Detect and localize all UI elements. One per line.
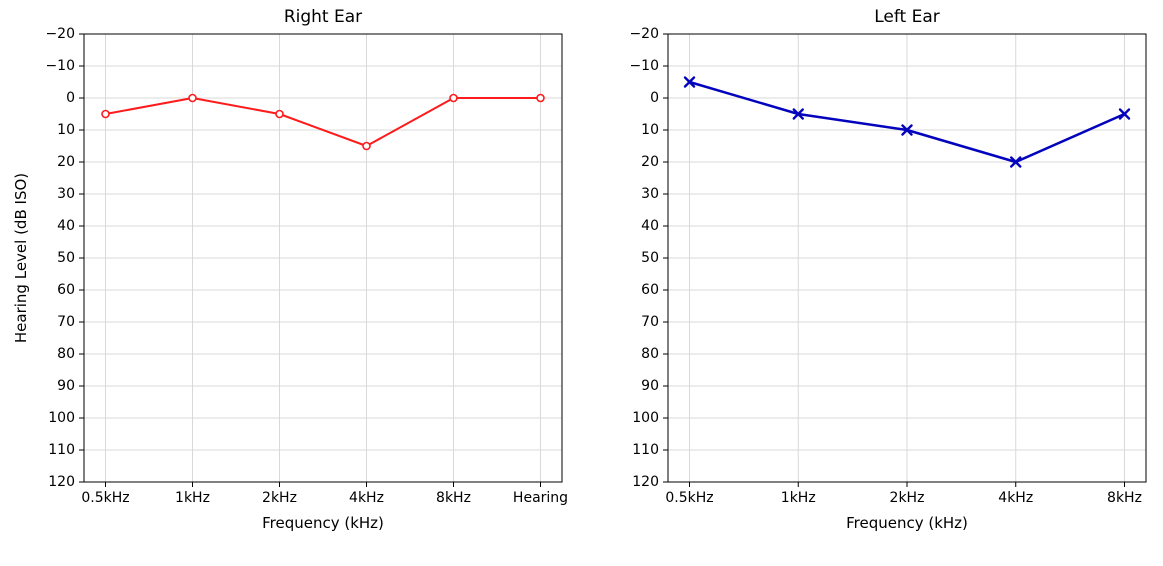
panel-title-left_ear: Left Ear	[874, 7, 940, 27]
xlabel-left_ear: Frequency (kHz)	[846, 514, 968, 532]
xtick-label: 4kHz	[349, 490, 384, 506]
ytick-label: −10	[45, 58, 75, 74]
ytick-label: 30	[57, 186, 75, 202]
ytick-label: 110	[48, 442, 75, 458]
marker-right_ear	[102, 111, 109, 118]
xlabel-right_ear: Frequency (kHz)	[262, 514, 384, 532]
ytick-label: 60	[57, 282, 75, 298]
ytick-label: 80	[641, 346, 659, 362]
ytick-label: 40	[641, 218, 659, 234]
panel-title-right_ear: Right Ear	[284, 7, 362, 27]
ytick-label: 0	[650, 90, 659, 106]
marker-right_ear	[450, 95, 457, 102]
marker-right_ear	[363, 143, 370, 150]
ylabel: Hearing Level (dB ISO)	[12, 173, 30, 343]
ytick-label: 10	[57, 122, 75, 138]
marker-right_ear	[189, 95, 196, 102]
ytick-label: 90	[641, 378, 659, 394]
ytick-label: 80	[57, 346, 75, 362]
xtick-label: 1kHz	[781, 490, 816, 506]
ytick-label: 10	[641, 122, 659, 138]
ytick-label: 50	[641, 250, 659, 266]
ytick-label: 60	[641, 282, 659, 298]
xtick-label: 2kHz	[890, 490, 925, 506]
xtick-label: 4kHz	[998, 490, 1033, 506]
ytick-label: 70	[57, 314, 75, 330]
xtick-label: Hearing	[513, 490, 568, 506]
ytick-label: 70	[641, 314, 659, 330]
ytick-label: −10	[629, 58, 659, 74]
ytick-label: 100	[48, 410, 75, 426]
xtick-label: 8kHz	[1107, 490, 1142, 506]
ytick-label: 50	[57, 250, 75, 266]
ytick-label: 0	[66, 90, 75, 106]
marker-right_ear	[276, 111, 283, 118]
xtick-label: 0.5kHz	[81, 490, 129, 506]
xtick-label: 0.5kHz	[665, 490, 713, 506]
ytick-label: 120	[632, 474, 659, 490]
ytick-label: 110	[632, 442, 659, 458]
ytick-label: 20	[57, 154, 75, 170]
ytick-label: 120	[48, 474, 75, 490]
ytick-label: 30	[641, 186, 659, 202]
ytick-label: 40	[57, 218, 75, 234]
ytick-label: −20	[629, 26, 659, 42]
xtick-label: 1kHz	[175, 490, 210, 506]
ytick-label: 20	[641, 154, 659, 170]
ytick-label: 100	[632, 410, 659, 426]
ytick-label: 90	[57, 378, 75, 394]
marker-right_ear	[537, 95, 544, 102]
xtick-label: 2kHz	[262, 490, 297, 506]
ytick-label: −20	[45, 26, 75, 42]
figure-bg	[0, 0, 1163, 566]
xtick-label: 8kHz	[436, 490, 471, 506]
